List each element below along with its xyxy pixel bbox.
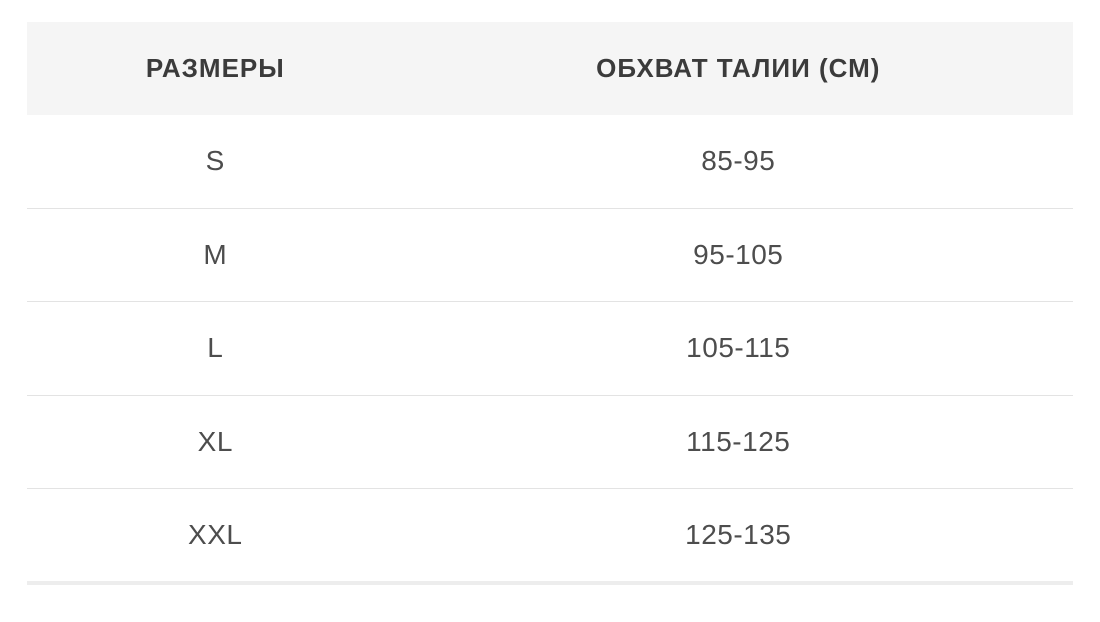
column-header-sizes: РАЗМЕРЫ (145, 53, 285, 83)
column-header-waist: ОБХВАТ ТАЛИИ (СМ) (596, 53, 881, 83)
table-row: M 95-105 (27, 208, 1073, 302)
waist-cell: 95-105 (693, 238, 784, 270)
waist-cell: 105-115 (686, 332, 791, 364)
waist-cell: 125-135 (685, 519, 792, 551)
table-row: L 105-115 (27, 302, 1073, 396)
table-row: XL 115-125 (27, 395, 1073, 489)
size-cell: M (203, 238, 228, 270)
next-section-top-edge (27, 581, 1073, 585)
size-cell: XL (197, 425, 233, 457)
size-guide-table: РАЗМЕРЫ ОБХВАТ ТАЛИИ (СМ) S 85-95 M 95-1… (27, 22, 1073, 585)
table-row: XXL 125-135 (27, 489, 1073, 583)
size-cell: XXL (188, 519, 243, 551)
waist-cell: 85-95 (701, 145, 776, 177)
size-cell: L (207, 332, 224, 364)
waist-cell: 115-125 (686, 425, 791, 457)
table-row: S 85-95 (27, 115, 1073, 209)
size-cell: S (205, 145, 225, 177)
table-header-row: РАЗМЕРЫ ОБХВАТ ТАЛИИ (СМ) (27, 22, 1073, 115)
